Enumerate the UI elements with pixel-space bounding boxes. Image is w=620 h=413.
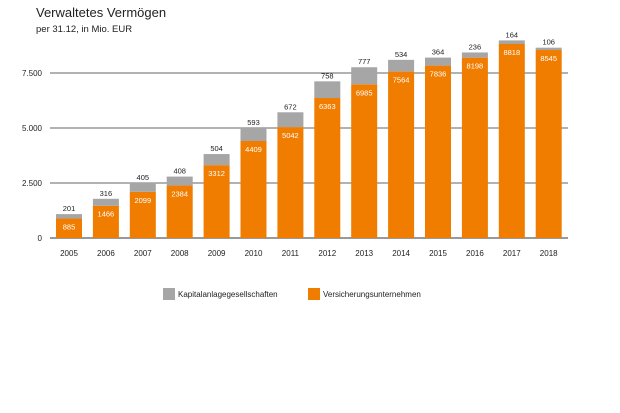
data-label-kapitalanlagegesellschaften: 758 [321, 71, 334, 80]
x-tick-label: 2018 [540, 249, 558, 258]
data-label-versicherungsunternehmen: 3312 [208, 169, 225, 178]
data-label-versicherungsunternehmen: 5042 [282, 131, 299, 140]
data-label-versicherungsunternehmen: 7836 [430, 70, 447, 79]
bar-kapitalanlagegesellschaften [129, 182, 156, 192]
bar-kapitalanlagegesellschaften [314, 81, 341, 99]
bar-kapitalanlagegesellschaften [498, 40, 525, 45]
bar-kapitalanlagegesellschaften [388, 59, 415, 72]
data-label-kapitalanlagegesellschaften: 106 [542, 38, 555, 47]
data-label-versicherungsunternehmen: 885 [63, 223, 76, 232]
data-label-versicherungsunternehmen: 8818 [503, 48, 520, 57]
legend-label-versicherungsunternehmen: Versicherungsunternehmen [323, 290, 421, 299]
y-tick-label: 0 [38, 234, 43, 243]
bar-versicherungsunternehmen [129, 191, 156, 238]
bar-kapitalanlagegesellschaften [92, 198, 119, 206]
data-label-kapitalanlagegesellschaften: 672 [284, 102, 297, 111]
bar-kapitalanlagegesellschaften [277, 112, 304, 128]
bar-versicherungsunternehmen [535, 50, 562, 239]
x-tick-label: 2007 [134, 249, 152, 258]
bar-versicherungsunternehmen [277, 127, 304, 238]
x-tick-label: 2006 [97, 249, 115, 258]
bar-versicherungsunternehmen [240, 141, 267, 238]
bar-versicherungsunternehmen [314, 98, 341, 238]
bar-versicherungsunternehmen [498, 44, 525, 239]
x-tick-label: 2005 [60, 249, 78, 258]
y-tick-label: 2.500 [22, 179, 43, 188]
data-label-versicherungsunternehmen: 7564 [393, 76, 410, 85]
legend-swatch-kapitalanlagegesellschaften [163, 288, 175, 300]
grid [50, 72, 568, 239]
y-tick-label: 5.000 [22, 124, 43, 133]
x-tick-label: 2017 [503, 249, 521, 258]
x-tick-label: 2012 [318, 249, 336, 258]
bar-versicherungsunternehmen [351, 84, 378, 238]
y-tick-label: 7.500 [22, 69, 43, 78]
data-label-versicherungsunternehmen: 2099 [134, 196, 151, 205]
data-label-versicherungsunternehmen: 6985 [356, 88, 373, 97]
x-tick-label: 2013 [355, 249, 373, 258]
chart-title: Verwaltetes Vermögen [36, 5, 166, 20]
x-tick-label: 2014 [392, 249, 410, 258]
bar-kapitalanlagegesellschaften [166, 176, 193, 186]
bar-versicherungsunternehmen [56, 218, 82, 238]
x-tick-label: 2016 [466, 249, 484, 258]
chart-subtitle: per 31.12, in Mio. EUR [36, 24, 132, 35]
bar-versicherungsunternehmen [166, 185, 193, 238]
x-axis: 2005 2006 2007 2008 2009 2010 2011 2012 2013 2014… [60, 249, 558, 258]
bar-kapitalanlagegesellschaften [240, 127, 267, 142]
bars: 885 201 1466 316 2099 405 2384 408 3312 504 4409 59… [56, 30, 562, 239]
data-label-versicherungsunternehmen: 8198 [467, 62, 484, 71]
bar-kapitalanlagegesellschaften [351, 67, 378, 85]
bar-kapitalanlagegesellschaften [203, 154, 230, 166]
data-label-kapitalanlagegesellschaften: 777 [358, 57, 371, 66]
data-label-kapitalanlagegesellschaften: 408 [173, 167, 186, 176]
x-tick-label: 2010 [245, 249, 263, 258]
bar-kapitalanlagegesellschaften [56, 214, 82, 219]
data-label-kapitalanlagegesellschaften: 593 [247, 118, 260, 127]
bar-versicherungsunternehmen [461, 57, 488, 239]
data-label-versicherungsunternehmen: 1466 [98, 210, 115, 219]
x-tick-label: 2008 [171, 249, 189, 258]
legend-label-kapitalanlagegesellschaften: Kapitalanlagegesellschaften [178, 290, 278, 299]
data-label-kapitalanlagegesellschaften: 316 [100, 189, 113, 198]
data-label-versicherungsunternehmen: 6363 [319, 102, 336, 111]
data-label-versicherungsunternehmen: 8545 [540, 54, 557, 63]
data-label-kapitalanlagegesellschaften: 534 [395, 50, 408, 59]
data-label-kapitalanlagegesellschaften: 405 [137, 173, 150, 182]
legend-swatch-versicherungsunternehmen [308, 288, 320, 300]
data-label-versicherungsunternehmen: 2384 [171, 190, 188, 199]
legend: Kapitalanlagegesellschaften Versicherung… [163, 288, 421, 300]
x-tick-label: 2011 [282, 249, 300, 258]
bar-versicherungsunternehmen [203, 165, 230, 238]
bar-versicherungsunternehmen [388, 71, 415, 238]
bar-versicherungsunternehmen [425, 65, 451, 238]
data-label-kapitalanlagegesellschaften: 164 [506, 30, 519, 39]
x-tick-label: 2015 [429, 249, 447, 258]
bar-kapitalanlagegesellschaften [535, 47, 562, 51]
bar-versicherungsunternehmen [92, 205, 119, 238]
x-tick-label: 2009 [208, 249, 226, 258]
data-label-kapitalanlagegesellschaften: 201 [63, 204, 76, 213]
data-label-kapitalanlagegesellschaften: 504 [210, 144, 223, 153]
bar-kapitalanlagegesellschaften [425, 57, 451, 66]
data-label-kapitalanlagegesellschaften: 236 [469, 42, 482, 51]
data-label-kapitalanlagegesellschaften: 364 [432, 48, 445, 57]
bar-kapitalanlagegesellschaften [461, 52, 488, 58]
y-axis: 0 2.500 5.000 7.500 [22, 69, 43, 243]
data-label-versicherungsunternehmen: 4409 [245, 145, 262, 154]
